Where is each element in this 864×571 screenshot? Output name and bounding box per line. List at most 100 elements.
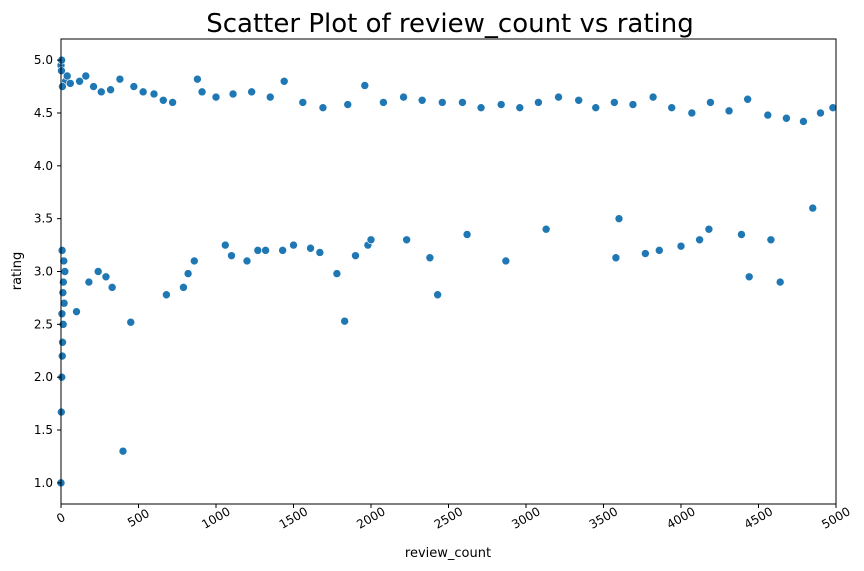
x-tick-label: 2000 xyxy=(354,504,387,531)
data-point xyxy=(197,87,207,97)
x-tick-label: 3500 xyxy=(587,504,620,531)
data-point xyxy=(351,251,360,260)
data-point xyxy=(318,103,328,112)
data-point xyxy=(379,98,388,107)
data-point xyxy=(306,243,315,253)
data-point xyxy=(816,108,825,118)
x-tick-label: 3000 xyxy=(509,504,542,531)
data-point xyxy=(340,316,349,326)
data-point xyxy=(574,96,584,105)
y-axis-ticks: 1.0 1.5 2.0 2.5 3.0 3.5 4.0 4.5 5.0 xyxy=(34,53,61,490)
data-point xyxy=(278,246,287,255)
data-point xyxy=(118,446,128,456)
data-point xyxy=(641,249,650,258)
data-point xyxy=(737,230,746,239)
data-point xyxy=(247,87,256,97)
data-point xyxy=(704,224,714,234)
data-point xyxy=(534,98,543,107)
data-point xyxy=(462,230,472,239)
y-tick-label: 3.0 xyxy=(34,265,53,279)
data-point xyxy=(149,89,159,99)
data-point xyxy=(298,98,308,107)
data-point xyxy=(211,92,221,102)
data-point xyxy=(75,76,84,86)
data-point xyxy=(183,269,193,278)
data-point xyxy=(366,235,376,245)
data-point xyxy=(706,98,715,107)
data-point xyxy=(101,272,111,282)
y-axis-label: rating xyxy=(10,252,25,291)
data-point xyxy=(57,351,67,361)
data-point xyxy=(828,103,838,112)
data-point xyxy=(775,277,785,287)
data-point xyxy=(81,71,91,81)
data-point xyxy=(265,92,275,102)
data-point xyxy=(343,100,353,109)
data-point xyxy=(193,74,202,84)
data-point xyxy=(687,108,697,118)
x-tick-label: 1000 xyxy=(199,504,232,531)
data-point xyxy=(808,203,818,213)
data-point xyxy=(129,82,139,91)
data-point xyxy=(57,309,67,319)
data-point xyxy=(227,251,236,260)
data-point xyxy=(458,98,467,107)
data-point xyxy=(437,98,447,107)
data-point xyxy=(315,248,325,257)
data-point xyxy=(417,96,427,105)
data-point xyxy=(799,117,808,126)
data-point xyxy=(766,235,776,245)
data-point xyxy=(399,92,408,102)
data-point xyxy=(221,240,230,250)
y-tick-label: 4.5 xyxy=(34,106,53,120)
data-point xyxy=(242,256,252,266)
data-point xyxy=(89,82,98,91)
data-point xyxy=(228,89,238,99)
data-point xyxy=(289,240,298,250)
data-point xyxy=(106,85,115,95)
data-point xyxy=(162,290,171,300)
data-point xyxy=(515,103,525,112)
data-point xyxy=(253,246,263,255)
data-point xyxy=(59,256,69,266)
data-point xyxy=(59,298,69,308)
data-point xyxy=(261,246,270,255)
data-point xyxy=(93,267,103,276)
data-point xyxy=(541,224,551,234)
data-point xyxy=(115,74,125,84)
x-tick-label: 5000 xyxy=(819,504,852,531)
data-point xyxy=(782,113,791,123)
data-point xyxy=(501,256,511,266)
y-tick-label: 2.5 xyxy=(34,317,53,331)
x-axis-ticks: 0 500 1000 1500 2000 2500 3000 3500 4000 4500 5000 xyxy=(54,504,853,532)
data-point xyxy=(614,214,624,223)
x-tick-label: 500 xyxy=(125,506,152,530)
x-tick-label: 1500 xyxy=(277,504,310,531)
data-point xyxy=(66,79,75,88)
y-tick-label: 3.5 xyxy=(34,212,53,226)
data-point xyxy=(97,87,106,97)
y-tick-label: 1.0 xyxy=(34,476,53,490)
data-point xyxy=(554,92,563,102)
data-point xyxy=(168,98,177,107)
y-tick-label: 2.0 xyxy=(34,370,53,384)
chart-title: Scatter Plot of review_count vs rating xyxy=(206,9,694,39)
data-point xyxy=(695,235,704,245)
data-point xyxy=(107,283,117,292)
data-point xyxy=(60,267,70,276)
data-point xyxy=(611,253,621,263)
data-point xyxy=(58,338,67,347)
data-point xyxy=(763,110,773,120)
data-point xyxy=(72,307,81,316)
data-point xyxy=(190,256,199,266)
data-point xyxy=(360,81,370,90)
data-point xyxy=(62,71,72,81)
y-tick-label: 5.0 xyxy=(34,53,53,67)
data-point xyxy=(667,103,677,112)
data-point xyxy=(724,106,734,116)
data-point xyxy=(744,272,754,282)
x-tick-label: 4500 xyxy=(742,504,775,531)
data-point xyxy=(476,103,486,112)
y-tick-label: 1.5 xyxy=(34,423,53,437)
